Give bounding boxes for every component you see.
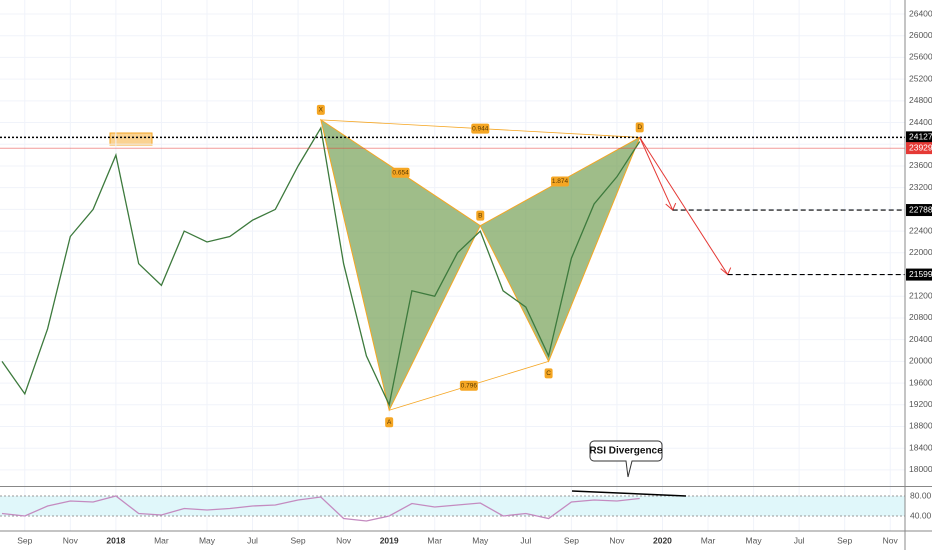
y-tick-label: 18000 xyxy=(909,464,932,474)
level-box xyxy=(906,131,932,144)
y-tick-label: 19600 xyxy=(909,377,932,387)
x-tick-label: Nov xyxy=(63,535,79,545)
divergence-line xyxy=(571,490,687,497)
point-label: X xyxy=(319,107,324,114)
point-box xyxy=(635,122,644,133)
point-label: C xyxy=(546,370,551,377)
x-tick-label: 2018 xyxy=(106,535,125,545)
point-label: A xyxy=(387,419,392,426)
ratio-label: 0.796 xyxy=(461,383,478,390)
ratio-box xyxy=(459,380,478,391)
level-label: 23929 xyxy=(909,142,932,152)
y-tick-label: 24800 xyxy=(909,95,932,105)
ratio-label: 0.654 xyxy=(392,169,409,176)
x-tick-label: Jul xyxy=(520,535,531,545)
y-tick-label: 23600 xyxy=(909,160,932,170)
y-tick-label: 23200 xyxy=(909,182,932,192)
level-label: 22788 xyxy=(909,204,932,214)
price-pane xyxy=(0,0,905,486)
ratio-label: 0.944 xyxy=(472,125,489,132)
rsi-pane xyxy=(0,487,905,531)
annotation: RSI Divergence xyxy=(589,446,663,457)
x-tick-label: Nov xyxy=(336,535,352,545)
y-tick-label: 21200 xyxy=(909,290,932,300)
x-tick-label: Sep xyxy=(837,535,852,545)
y-tick-label: 25600 xyxy=(909,52,932,62)
price-line xyxy=(1,495,640,522)
x-tick-label: Mar xyxy=(154,535,169,545)
price-line xyxy=(1,126,641,407)
x-tick-label: 2019 xyxy=(380,535,399,545)
y-tick-label: 18400 xyxy=(909,442,932,452)
y-tick-label: 26000 xyxy=(909,30,932,40)
x-tick-label: May xyxy=(199,535,216,545)
ratio-box xyxy=(550,176,569,187)
y-tick-label: 18800 xyxy=(909,421,932,431)
level-box xyxy=(906,268,932,281)
x-tick-label: Nov xyxy=(609,535,625,545)
y-tick-label: 22400 xyxy=(909,225,932,235)
point-box xyxy=(316,104,325,115)
x-tick-label: Mar xyxy=(427,535,442,545)
level-box xyxy=(906,204,932,217)
y-tick-label: 20000 xyxy=(909,356,932,366)
x-tick-label: May xyxy=(472,535,489,545)
ratio-label: 1.874 xyxy=(552,178,569,185)
point-label: B xyxy=(478,212,482,219)
y-tick-label: 19200 xyxy=(909,399,932,409)
y-tick-label: 24400 xyxy=(909,117,932,127)
level-box xyxy=(906,142,932,155)
level-label: 24127 xyxy=(909,132,932,142)
x-tick-label: Jul xyxy=(794,535,805,545)
ratio-box xyxy=(391,167,410,178)
x-tick-label: Jul xyxy=(247,535,258,545)
y2-tick-label: 40.00 xyxy=(910,510,932,520)
target-arrow xyxy=(639,137,729,275)
resistance-zone xyxy=(109,132,153,146)
point-label: D xyxy=(637,124,642,131)
x-tick-label: 2020 xyxy=(653,535,672,545)
ratio-box xyxy=(471,123,490,134)
x-tick-label: Mar xyxy=(701,535,716,545)
y-tick-label: 25200 xyxy=(909,73,932,83)
y2-tick-label: 80.00 xyxy=(910,490,932,500)
level-label: 21599 xyxy=(909,269,932,279)
y-tick-label: 26400 xyxy=(909,8,932,18)
y-tick-label: 20800 xyxy=(909,312,932,322)
x-tick-label: Sep xyxy=(564,535,579,545)
point-box xyxy=(544,368,553,379)
x-tick-label: Sep xyxy=(291,535,306,545)
point-box xyxy=(476,210,485,221)
y-tick-label: 22000 xyxy=(909,247,932,257)
y-tick-label: 20400 xyxy=(909,334,932,344)
x-tick-label: Nov xyxy=(883,535,899,545)
callout xyxy=(589,440,663,478)
x-tick-label: Sep xyxy=(17,535,32,545)
point-box xyxy=(385,417,394,428)
x-tick-label: May xyxy=(746,535,763,545)
target-arrow xyxy=(639,137,674,211)
